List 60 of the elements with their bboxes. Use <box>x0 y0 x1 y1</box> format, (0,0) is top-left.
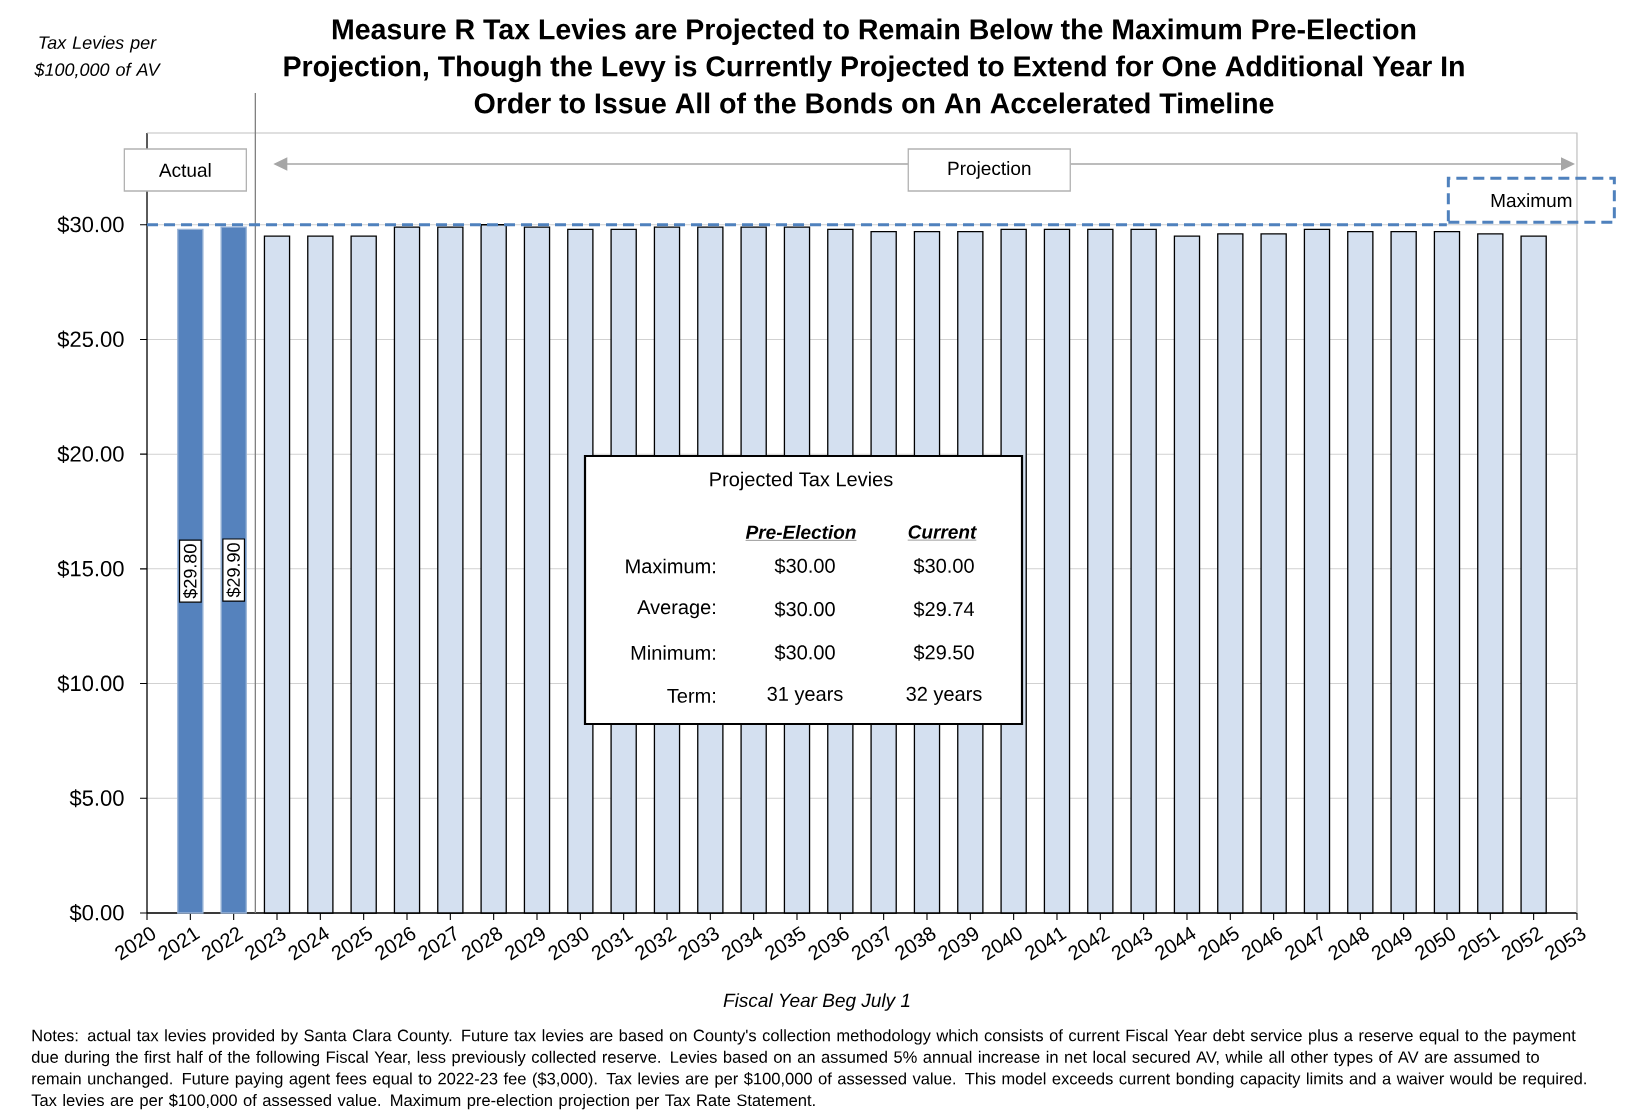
annotation: Projected Tax Levies <box>710 471 893 491</box>
x-tick-label: 2046 <box>1241 927 1283 961</box>
chart-title: Measure R Tax Levies are Projected to Remain Below the Maximum Pre-Election Projection, Though the Levy is Currently Projected to Extend for One Additional Year In Order to Issue All of the Bonds on An Accelerated Timeline <box>284 18 1464 114</box>
x-tick-label: 2053 <box>1545 927 1586 961</box>
x-tick-label: 2026 <box>375 927 416 961</box>
x-tick-label: 2050 <box>1415 927 1456 961</box>
data-label: $29.90 <box>226 543 241 598</box>
y-axis-title: Tax Levies per $100,000 of AV <box>34 35 161 79</box>
x-tick-label: 2032 <box>635 927 677 961</box>
y-tick-label: $20.00 <box>57 445 124 464</box>
data-label: $29.80 <box>183 544 198 599</box>
x-tick-label: 2042 <box>1068 927 1111 961</box>
x-tick-label: 2049 <box>1371 927 1412 961</box>
y-tick-label: $5.00 <box>69 789 124 808</box>
annotation: $30.00 <box>774 601 835 618</box>
x-tick-label: 2033 <box>678 927 719 961</box>
x-tick-label: 2023 <box>245 927 286 961</box>
annotation: Actual <box>158 163 211 177</box>
annotation: Minimum: <box>631 645 715 660</box>
annotation: $30.00 <box>774 557 835 575</box>
annotation: 31 years <box>767 686 843 705</box>
annotation: $30.00 <box>913 557 974 575</box>
x-tick-label: 2044 <box>1155 926 1196 961</box>
ref-line-label: Maximum <box>1491 193 1572 208</box>
annotation: Maximum: <box>626 558 715 574</box>
x-axis-title: Fiscal Year Beg July 1 <box>723 993 910 1011</box>
x-tick-label: 2030 <box>548 927 589 961</box>
x-tick-label: 2051 <box>1458 927 1501 961</box>
annotation: $30.00 <box>774 644 835 661</box>
annotation: 32 years <box>906 686 982 705</box>
x-tick-label: 2031 <box>591 927 634 961</box>
y-tick-label: $30.00 <box>57 215 124 234</box>
y-tick-label: $15.00 <box>57 559 124 578</box>
x-tick-label: 2038 <box>895 927 936 961</box>
x-tick-label: 2022 <box>201 927 244 961</box>
x-tick-label: 2025 <box>331 926 373 961</box>
annotation: Pre-Election <box>745 525 856 539</box>
x-tick-label: 2048 <box>1328 927 1369 961</box>
y-tick-label: $25.00 <box>57 330 124 349</box>
annotation: Current <box>908 525 977 539</box>
x-tick-label: 2028 <box>461 927 503 961</box>
annotation: $29.50 <box>913 644 974 661</box>
annotation: Term: <box>667 688 715 703</box>
annotation: Average: <box>637 600 715 619</box>
x-tick-label: 2021 <box>158 927 201 961</box>
annotation: Projection <box>948 161 1031 179</box>
y-tick-label: $10.00 <box>57 674 124 693</box>
x-tick-label: 2020 <box>115 927 156 961</box>
text: Notes: actual tax levies provided by Santa Clara County. Future tax levies are based on County's collection methodology which consists of current Fiscal Year debt service plus a reserve equal to the payment due during the first half of the following Fiscal Year, less previously collected reserve. Levies based on an assumed 5% annual increase in net local secured AV, while all other types of AV are assumed to remain unchanged. Future paying agent fees equal to 2022-23 fee ($3,000). Tax levies are per $100,000 of assessed value. This model exceeds current bonding capacity limits and a waiver would be required. Tax levies are per $100,000 of assessed value. Maximum pre-election projection per Tax Rate Statement. <box>31 1029 1586 1110</box>
x-tick-label: 2039 <box>938 927 979 961</box>
x-tick-label: 2041 <box>1025 927 1067 961</box>
y-tick-label: $0.00 <box>69 904 124 922</box>
x-tick-label: 2052 <box>1501 927 1544 961</box>
x-tick-label: 2036 <box>808 927 849 961</box>
x-tick-label: 2043 <box>1111 927 1153 961</box>
x-tick-label: 2029 <box>505 927 545 961</box>
x-tick-label: 2040 <box>981 927 1022 961</box>
x-tick-label: 2034 <box>721 926 763 961</box>
x-tick-label: 2024 <box>288 926 329 961</box>
annotation: $29.74 <box>913 601 974 618</box>
